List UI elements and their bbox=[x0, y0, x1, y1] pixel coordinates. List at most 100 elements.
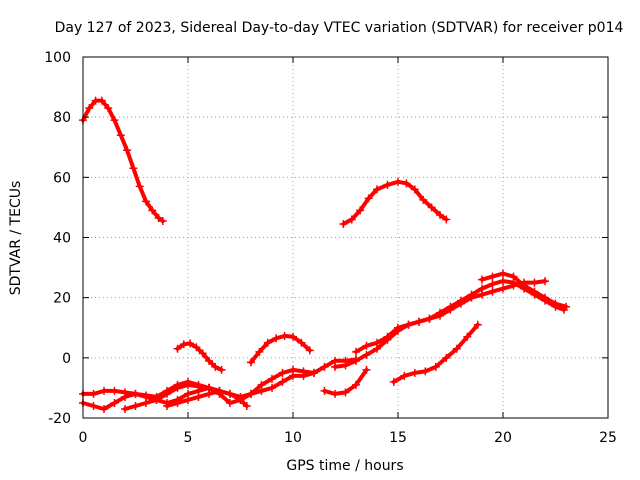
data-point bbox=[131, 389, 140, 398]
series-arc-1 bbox=[81, 98, 165, 223]
data-point bbox=[135, 182, 144, 191]
data-point bbox=[352, 356, 360, 365]
data-point bbox=[473, 320, 482, 329]
data-point bbox=[400, 371, 409, 380]
data-point bbox=[247, 389, 255, 398]
data-point bbox=[457, 296, 465, 305]
data-point bbox=[383, 180, 392, 189]
data-point bbox=[305, 346, 314, 355]
data-point bbox=[389, 377, 398, 386]
x-axis-label: GPS time / hours bbox=[286, 458, 403, 474]
data-point bbox=[163, 389, 171, 398]
data-point bbox=[402, 179, 411, 188]
data-point bbox=[272, 334, 281, 343]
data-point bbox=[129, 164, 138, 173]
y-tick-label: -20 bbox=[48, 411, 71, 427]
data-point bbox=[394, 323, 402, 332]
data-point bbox=[520, 281, 528, 290]
data-point bbox=[278, 368, 287, 377]
data-point bbox=[352, 347, 360, 356]
data-point bbox=[242, 401, 251, 410]
data-point bbox=[280, 331, 289, 340]
data-point bbox=[236, 395, 245, 404]
data-point bbox=[341, 361, 350, 370]
data-point bbox=[310, 368, 318, 377]
data-point bbox=[104, 104, 113, 113]
data-point bbox=[436, 308, 444, 317]
data-point bbox=[499, 269, 507, 278]
data-point bbox=[198, 349, 207, 358]
data-point bbox=[158, 216, 167, 225]
data-point bbox=[410, 368, 419, 377]
data-point bbox=[257, 380, 266, 389]
data-point bbox=[419, 195, 428, 204]
data-point bbox=[421, 367, 430, 376]
x-tick-label: 20 bbox=[494, 430, 512, 446]
data-point bbox=[289, 332, 297, 341]
data-point bbox=[205, 356, 213, 365]
data-point bbox=[373, 338, 381, 347]
data-point bbox=[154, 213, 163, 222]
data-point bbox=[467, 290, 476, 299]
data-point bbox=[436, 210, 444, 219]
data-point bbox=[499, 284, 507, 293]
data-point bbox=[142, 398, 150, 407]
data-point bbox=[530, 278, 539, 287]
data-point bbox=[541, 277, 549, 286]
data-point bbox=[463, 332, 472, 341]
data-point bbox=[85, 104, 94, 113]
series-arc-13 bbox=[391, 322, 480, 384]
data-point bbox=[226, 398, 234, 407]
data-point bbox=[142, 197, 150, 206]
x-tick-label: 10 bbox=[284, 430, 302, 446]
x-tick-label: 0 bbox=[79, 430, 88, 446]
data-point bbox=[263, 338, 272, 347]
data-point bbox=[347, 215, 356, 224]
data-point bbox=[478, 275, 486, 284]
data-point bbox=[173, 344, 182, 353]
y-tick-label: 60 bbox=[53, 170, 71, 186]
x-tick-label: 25 bbox=[599, 430, 617, 446]
data-point bbox=[123, 146, 132, 155]
data-point bbox=[339, 219, 348, 228]
data-point bbox=[551, 299, 560, 308]
data-point bbox=[488, 287, 497, 296]
data-point bbox=[226, 389, 234, 398]
data-point bbox=[131, 401, 140, 410]
data-point bbox=[362, 341, 371, 350]
data-point bbox=[425, 314, 434, 323]
data-point bbox=[194, 382, 203, 391]
data-point bbox=[121, 404, 129, 413]
series-arc-4 bbox=[249, 333, 312, 365]
y-tick-label: 80 bbox=[53, 110, 71, 126]
data-point bbox=[356, 206, 365, 215]
y-axis-label: SDTVAR / TECUs bbox=[8, 181, 24, 296]
x-tick-label: 15 bbox=[389, 430, 407, 446]
data-point bbox=[194, 392, 203, 401]
data-point bbox=[394, 177, 402, 186]
data-point bbox=[446, 302, 455, 311]
chart-title: Day 127 of 2023, Sidereal Day-to-day VTE… bbox=[55, 20, 624, 36]
data-point bbox=[100, 404, 108, 413]
data-point bbox=[278, 377, 287, 386]
data-point bbox=[297, 338, 306, 347]
data-point bbox=[184, 395, 192, 404]
data-point bbox=[530, 287, 539, 296]
data-point bbox=[97, 96, 106, 105]
data-point bbox=[320, 362, 329, 371]
data-point bbox=[192, 343, 201, 352]
data-point bbox=[452, 344, 461, 353]
data-point bbox=[442, 215, 451, 224]
data-point bbox=[121, 392, 129, 401]
series-group bbox=[79, 96, 570, 413]
data-point bbox=[110, 386, 119, 395]
y-ticks: -20 0 20 40 60 80 100 bbox=[44, 50, 608, 427]
data-point bbox=[383, 332, 392, 341]
data-point bbox=[427, 203, 436, 212]
data-point bbox=[509, 272, 518, 281]
data-point bbox=[184, 380, 192, 389]
data-point bbox=[431, 362, 440, 371]
data-point bbox=[89, 401, 98, 410]
x-tick-label: 5 bbox=[184, 430, 193, 446]
